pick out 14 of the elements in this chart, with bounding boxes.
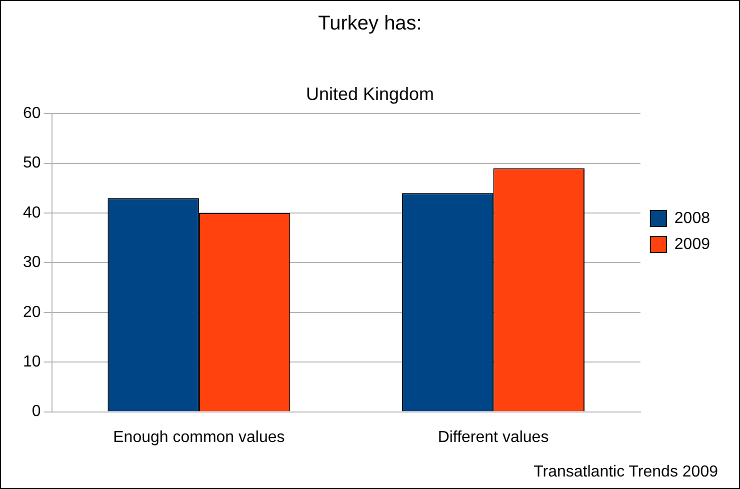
- y-tick-label: 30: [23, 254, 41, 272]
- text: Transatlantic Trends 2009: [534, 463, 718, 480]
- y-tick-label: 40: [23, 204, 41, 222]
- x-tick-label: Different values: [438, 428, 549, 446]
- x-tick-label: Enough common values: [113, 428, 285, 446]
- legend-label: 2009: [674, 236, 710, 253]
- y-tick-label: 10: [23, 354, 41, 371]
- chart-subtitle: United Kingdom: [306, 84, 434, 104]
- legend-label: 2008: [674, 210, 710, 227]
- y-tick-label: 60: [23, 105, 41, 122]
- y-tick-label: 20: [23, 304, 41, 321]
- y-tick-label: 0: [32, 403, 41, 420]
- y-tick-label: 50: [23, 154, 41, 172]
- chart-title: Turkey has:: [318, 12, 422, 35]
